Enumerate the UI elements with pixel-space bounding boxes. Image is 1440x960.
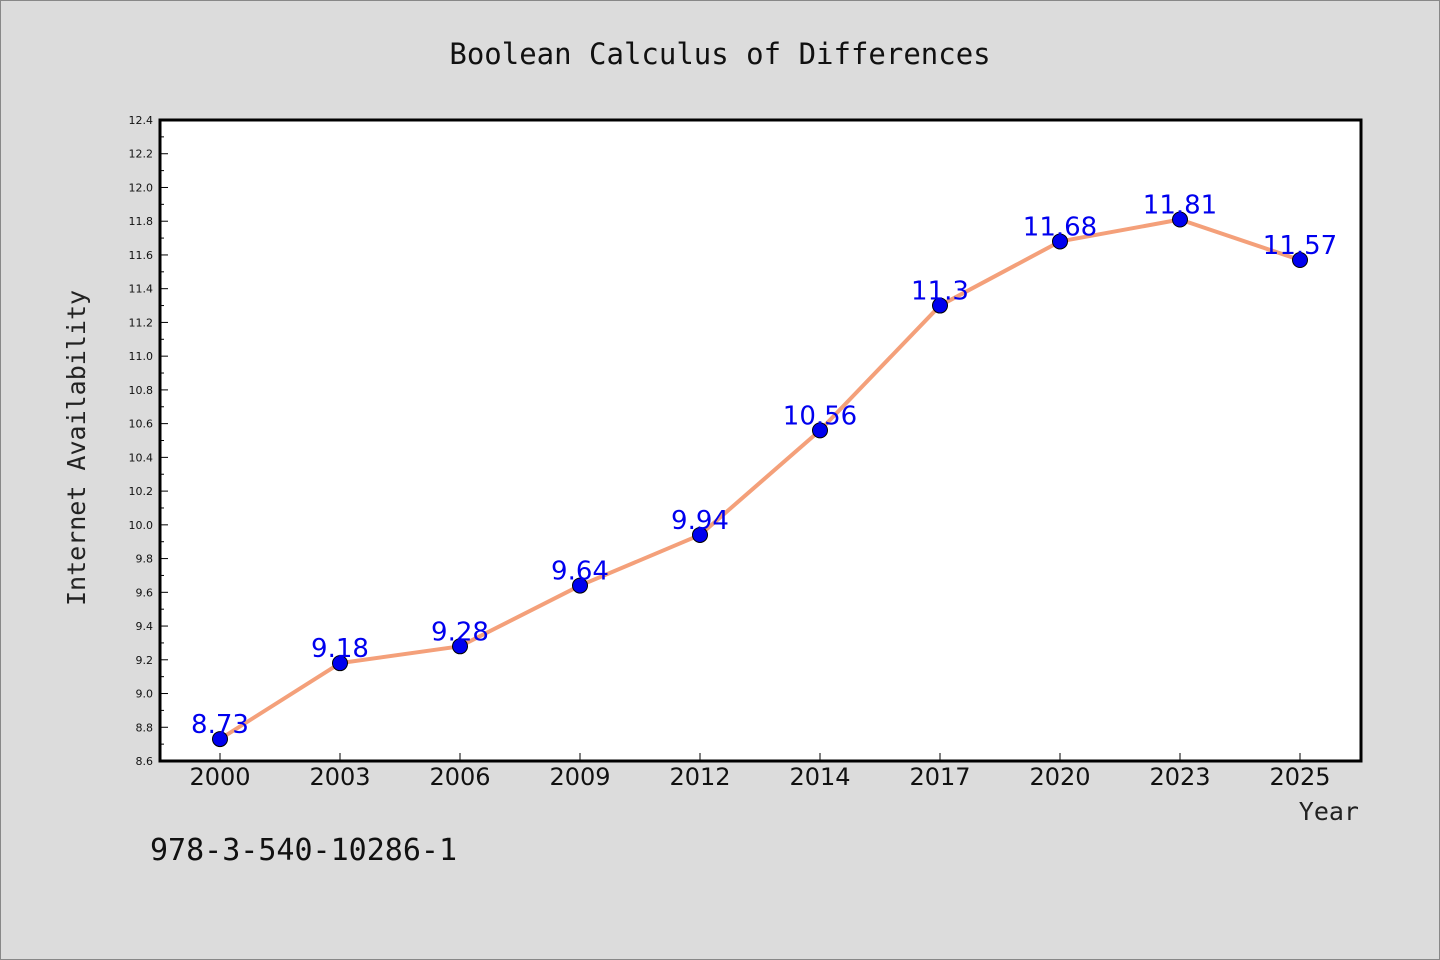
y-axis-label: Internet Availability (62, 290, 91, 606)
y-tick-label: 9.8 (136, 553, 154, 566)
y-tick-label: 9.2 (136, 654, 154, 667)
x-tick-label: 2025 (1269, 763, 1330, 791)
data-point (692, 526, 708, 543)
data-label: 11.3 (911, 277, 969, 307)
y-tick-label: 10.6 (129, 418, 154, 431)
data-point (452, 638, 468, 655)
data-label: 9.18 (311, 634, 369, 664)
y-tick-label: 11.6 (129, 249, 154, 262)
data-point (212, 731, 228, 748)
y-tick-label: 10.4 (129, 451, 154, 464)
x-tick-label: 2014 (789, 763, 850, 791)
series-line-group: 8.73 9.18 9.28 9.64 9.94 10.56 11.3 11.68 11.81 1… (191, 191, 1337, 748)
data-point (332, 655, 348, 672)
x-tick-label: 2003 (309, 763, 370, 791)
y-tick-label: 11.0 (129, 350, 154, 363)
data-label: 9.94 (671, 506, 729, 536)
y-tick-label: 8.6 (136, 755, 154, 768)
y-tick-label: 11.2 (129, 316, 154, 329)
data-point (932, 297, 948, 314)
y-tick-label: 10.2 (129, 485, 154, 498)
x-tick-label: 2017 (909, 763, 970, 791)
y-tick-label: 9.6 (136, 586, 154, 599)
x-axis: 2000 2003 2006 2009 2012 2014 2017 2020 2023 2025 (189, 753, 1331, 791)
x-tick-label: 2012 (669, 763, 730, 791)
x-tick-label: 2000 (189, 763, 250, 791)
x-tick-label: 2023 (1149, 763, 1210, 791)
y-tick-label: 12.4 (129, 114, 154, 127)
x-tick-label: 2020 (1029, 763, 1090, 791)
x-axis-label: Year (1299, 797, 1359, 826)
x-tick-label: 2006 (429, 763, 490, 791)
y-tick-label: 12.0 (129, 181, 154, 194)
plot-area (158, 118, 1363, 763)
data-label: 11.68 (1023, 212, 1097, 242)
chart-title: Boolean Calculus of Differences (449, 37, 990, 71)
y-tick-label: 10.0 (129, 519, 154, 532)
data-label: 9.64 (551, 557, 609, 587)
data-point (1052, 233, 1068, 250)
data-point (572, 577, 588, 594)
y-tick-label: 9.0 (136, 688, 154, 701)
data-label: 8.73 (191, 710, 249, 740)
data-point (1292, 252, 1308, 269)
footer-code: 978-3-540-10286-1 (150, 833, 458, 868)
y-axis: 8.6 8.8 9.0 9.2 9.4 9.6 9.8 10.0 10.2 10.4 10.6 10.… (129, 114, 168, 768)
y-tick-label: 10.8 (129, 384, 154, 397)
y-tick-label: 8.8 (136, 721, 154, 734)
y-tick-label: 9.4 (136, 620, 154, 633)
x-tick-label: 2009 (549, 763, 610, 791)
series-line (218, 217, 1301, 741)
data-label: 11.57 (1263, 231, 1337, 261)
y-tick-label: 11.8 (129, 215, 154, 228)
y-tick-label: 12.2 (129, 148, 154, 161)
data-label: 10.56 (783, 401, 857, 431)
y-tick-label: 11.4 (129, 283, 154, 296)
data-point (1172, 211, 1188, 228)
data-label: 9.28 (431, 617, 489, 647)
data-label: 11.81 (1143, 191, 1217, 221)
data-point (812, 422, 828, 439)
